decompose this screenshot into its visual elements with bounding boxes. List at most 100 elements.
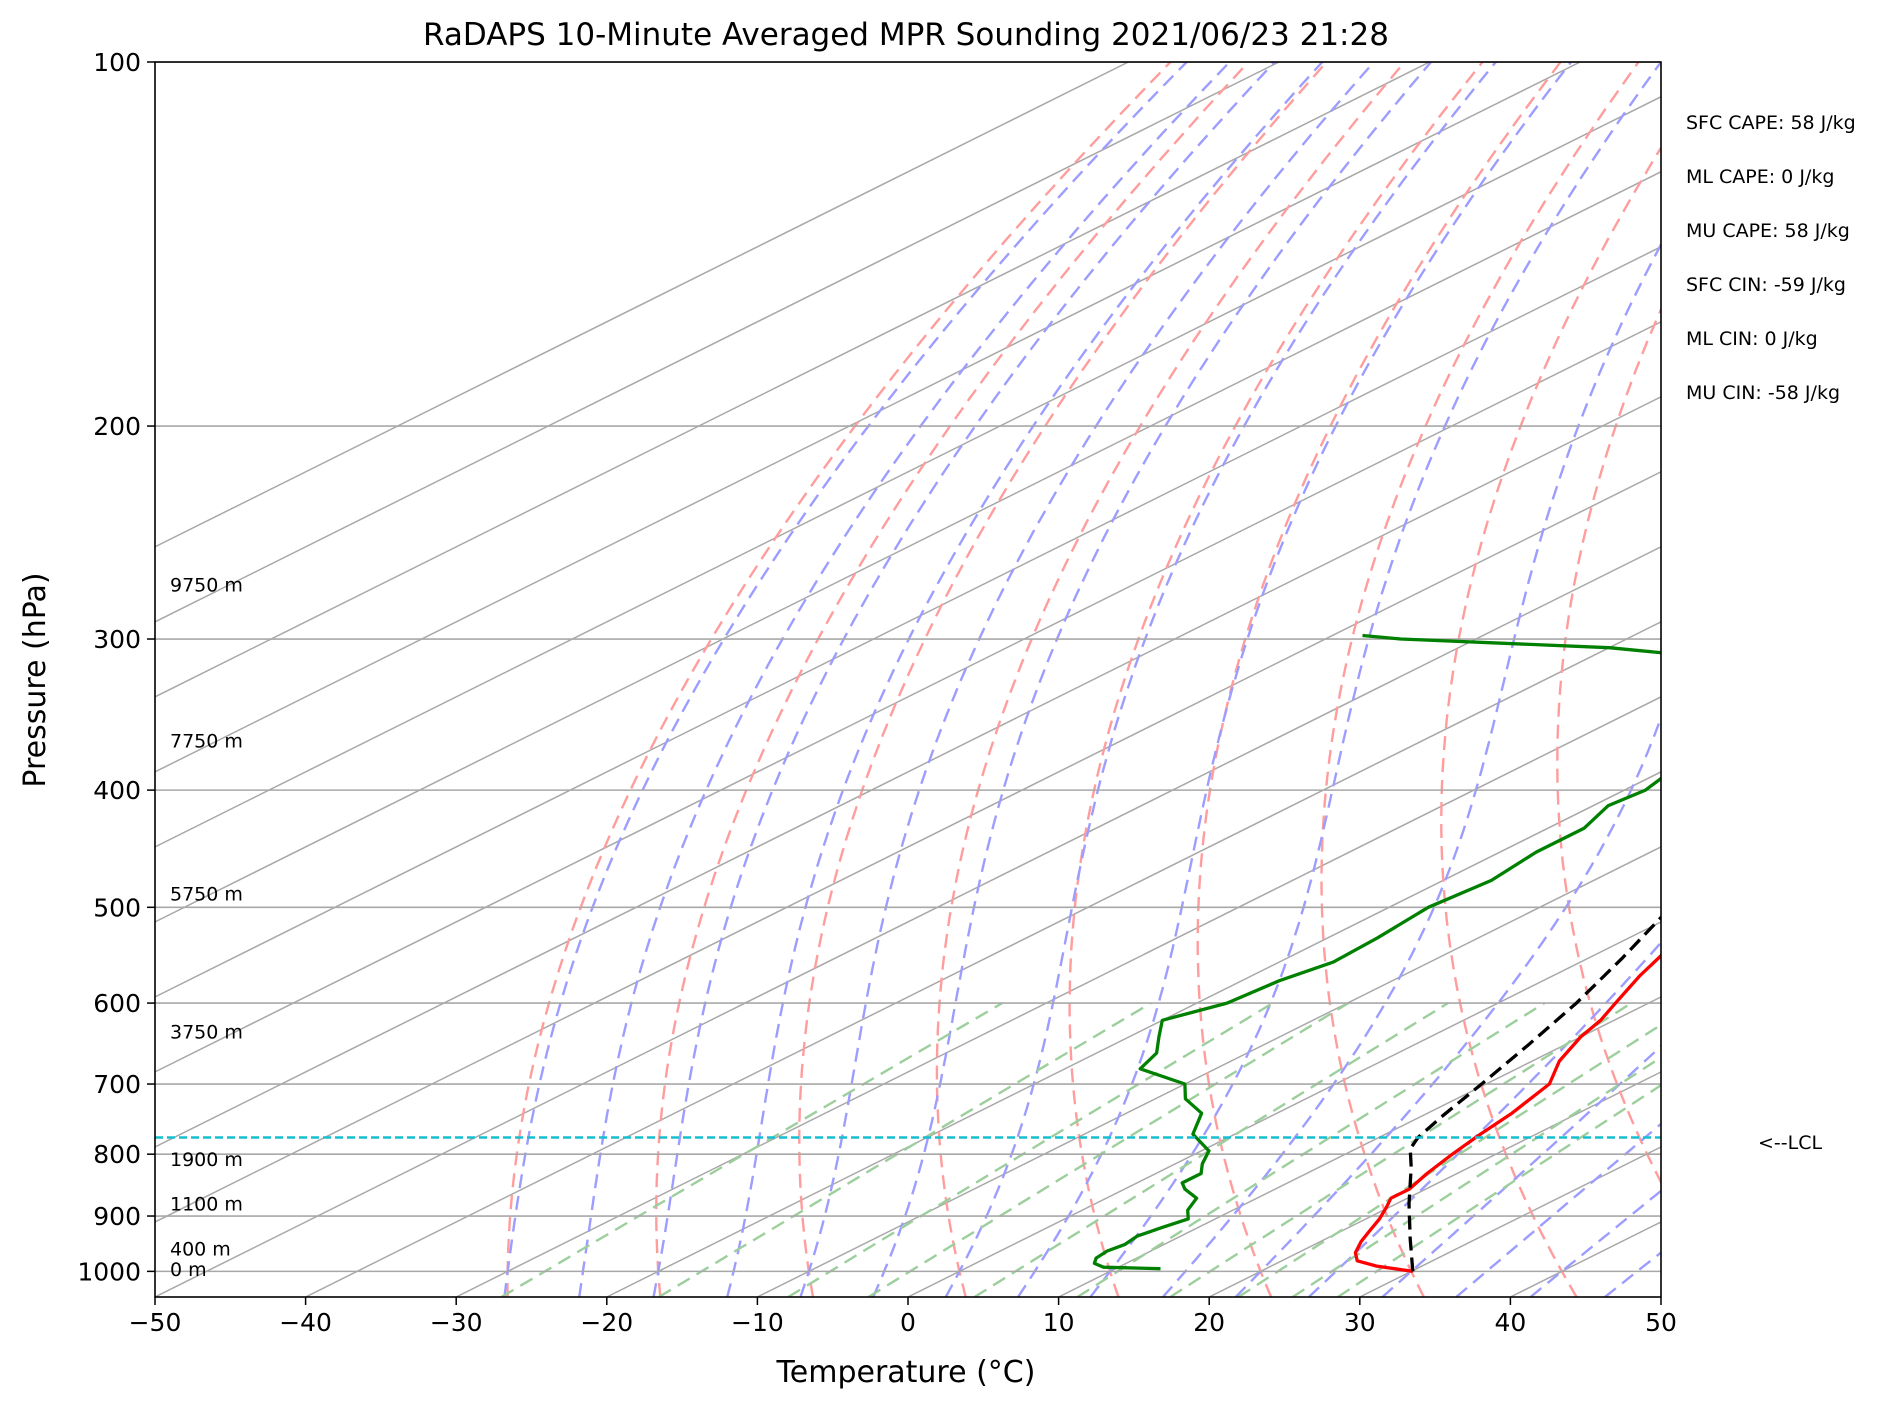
y-tick-label: 800 [93, 1140, 141, 1169]
isotherm-line [155, 470, 1661, 1223]
x-tick-label: 30 [1344, 1308, 1376, 1337]
moist-adiabat-line [872, 62, 1432, 1297]
sounding-traces [1092, 633, 1661, 1274]
isotherm-line [155, 62, 1280, 623]
height-label: 9750 m [170, 575, 243, 597]
parameter-text: ML CAPE: 0 J/kg [1686, 166, 1834, 188]
moist-adiabat-line [1234, 714, 1661, 1297]
dry-adiabat-line [506, 62, 1172, 1297]
parameter-text: ML CIN: 0 J/kg [1686, 328, 1818, 350]
parcel-profile-trace [1407, 915, 1661, 1272]
moist-adiabat-line [799, 62, 1375, 1297]
x-axis: −50 −40 −30 −20 −10 0 10 20 30 40 50 [129, 1297, 1677, 1337]
dry-adiabat-line [798, 62, 1328, 1297]
isotherm-line [155, 395, 1661, 1148]
moist-adiabat-lines [503, 62, 1661, 1297]
moist-adiabat-line [1308, 940, 1661, 1297]
height-label: 3750 m [170, 1022, 243, 1044]
isotherm-line [455, 696, 1661, 1297]
parameter-text: MU CAPE: 58 J/kg [1686, 220, 1850, 242]
x-tick-label: −50 [129, 1308, 182, 1337]
dry-adiabat-line [655, 62, 1250, 1297]
y-tick-label: 700 [93, 1070, 141, 1099]
x-tick-label: 20 [1193, 1308, 1225, 1337]
moist-adiabat-line [726, 62, 1324, 1297]
mixing-ratio-line [1291, 1056, 1661, 1297]
height-labels: 9750 m 7750 m 5750 m 3750 m 1900 m 1100 m 400 … [170, 575, 243, 1281]
moist-adiabat-line [1089, 62, 1661, 1297]
x-tick-label: 40 [1494, 1308, 1526, 1337]
height-label: 0 m [170, 1259, 207, 1281]
x-tick-label: −40 [279, 1308, 332, 1337]
plot-area: 9750 m 7750 m 5750 m 3750 m 1900 m 1100 m 400 … [155, 62, 1896, 1297]
y-tick-label: 200 [93, 412, 141, 441]
dry-adiabat-line [1440, 145, 1661, 1297]
moist-adiabat-line [1161, 241, 1661, 1297]
y-tick-label: 500 [93, 893, 141, 922]
height-label: 5750 m [170, 884, 243, 906]
temperature-trace [1353, 953, 1661, 1274]
y-tick-label: 100 [93, 48, 141, 77]
isotherm-line [606, 771, 1661, 1297]
mixing-ratio-line [1337, 1083, 1661, 1297]
isotherm-line [1660, 1296, 1661, 1297]
dry-adiabat-lines [506, 62, 1896, 1297]
moist-adiabat-line [1529, 1189, 1661, 1297]
dry-adiabat-line [1779, 62, 1896, 1297]
mixing-ratio-line [658, 1002, 1152, 1297]
mixing-ratio-line [787, 1002, 1274, 1297]
y-tick-label: 300 [93, 625, 141, 654]
height-label: 1900 m [170, 1149, 243, 1171]
mixing-ratio-line [1237, 1023, 1661, 1297]
y-tick-label: 600 [93, 989, 141, 1018]
plot-background [155, 62, 1661, 1297]
y-tick-label: 900 [93, 1202, 141, 1231]
moist-adiabat-line [578, 62, 1231, 1297]
isotherm-line [155, 320, 1661, 1073]
isotherm-line [155, 62, 1581, 773]
dewpoint-trace [1092, 633, 1661, 1271]
x-axis-label: Temperature (°C) [776, 1355, 1036, 1390]
x-tick-label: 50 [1645, 1308, 1677, 1337]
isotherm-line [155, 546, 1661, 1297]
y-tick-label: 1000 [77, 1257, 141, 1286]
mixing-ratio-line [1076, 1002, 1546, 1297]
dry-adiabat-line [1196, 62, 1562, 1297]
height-label: 7750 m [170, 730, 243, 752]
y-tick-label: 400 [93, 776, 141, 805]
isotherm-line [155, 245, 1661, 998]
dry-adiabat-line [1556, 306, 1661, 1185]
moist-adiabat-line [503, 62, 1188, 1297]
height-label: 1100 m [170, 1194, 243, 1216]
height-label: 400 m [170, 1239, 231, 1261]
moist-adiabat-line [1017, 62, 1573, 1297]
mixing-ratio-line [1169, 1002, 1632, 1297]
mixing-ratio-line [973, 1002, 1449, 1297]
dry-adiabat-line [1670, 62, 1882, 1297]
parameter-text: SFC CAPE: 58 J/kg [1686, 112, 1856, 134]
isotherm-line [155, 62, 1430, 698]
dry-adiabat-line [935, 62, 1406, 1297]
dry-adiabat-line [1068, 62, 1484, 1297]
parameter-text: SFC CIN: -59 J/kg [1686, 274, 1846, 296]
x-tick-label: −30 [430, 1308, 483, 1337]
isotherm-line [907, 921, 1661, 1297]
isotherm-line [757, 846, 1661, 1297]
parameter-list: SFC CAPE: 58 J/kg ML CAPE: 0 J/kg MU CAPE:… [1686, 112, 1856, 404]
isotherm-lines [155, 62, 1661, 1297]
isotherm-line [1058, 996, 1661, 1297]
mixing-ratio-line [500, 1002, 1003, 1297]
dry-adiabat-line [1885, 62, 1896, 1297]
x-tick-label: −10 [731, 1308, 784, 1337]
x-tick-label: 0 [900, 1308, 916, 1337]
chart-title: RaDAPS 10-Minute Averaged MPR Sounding 2… [423, 17, 1389, 53]
y-axis-label: Pressure (hPa) [18, 572, 53, 787]
lcl-label: <--LCL [1758, 1132, 1822, 1154]
isotherm-line [305, 621, 1661, 1297]
moist-adiabat-line [1455, 1122, 1661, 1297]
x-tick-label: −20 [580, 1308, 633, 1337]
moist-adiabat-line [652, 62, 1276, 1297]
y-axis: 100 200 300 400 500 600 700 800 900 1000 [77, 48, 155, 1286]
isotherm-line [155, 95, 1661, 848]
